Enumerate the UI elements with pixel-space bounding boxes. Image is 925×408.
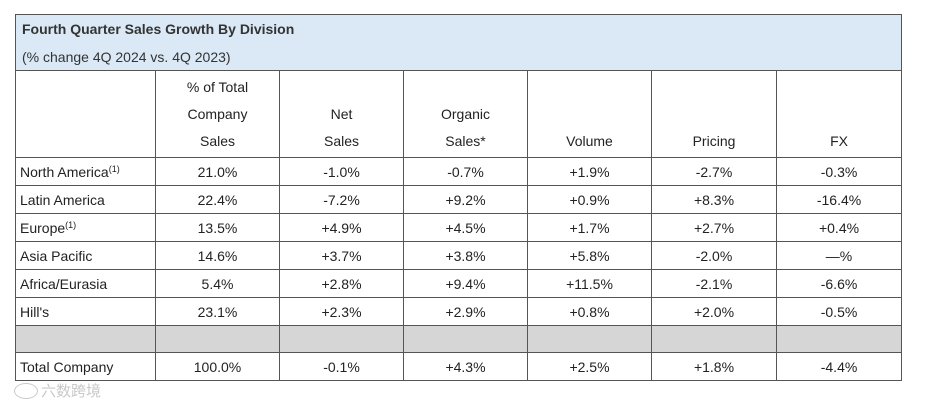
cell-organic-sales: +2.9% — [403, 297, 528, 326]
header-pct-total: % of Total Company Sales — [155, 70, 280, 158]
cell-pricing: -2.1% — [651, 269, 777, 298]
cell-net-sales: +2.8% — [279, 269, 404, 298]
cell-pricing: +8.3% — [651, 185, 777, 214]
watermark-logo-icon — [14, 382, 38, 399]
header-organic-sales: Organic Sales* — [403, 70, 528, 158]
table-row: Africa/Eurasia 5.4% +2.8% +9.4% +11.5% -… — [15, 269, 903, 298]
cell-fx: -6.6% — [775, 269, 903, 298]
table-row: Latin America 22.4% -7.2% +9.2% +0.9% +8… — [15, 185, 903, 214]
sales-growth-table: Fourth Quarter Sales Growth By Division … — [14, 14, 903, 381]
header-fx: FX — [775, 70, 903, 158]
cell-pricing: +2.0% — [651, 297, 777, 326]
row-label: Asia Pacific — [15, 241, 156, 270]
watermark: 六数跨境 — [14, 380, 101, 401]
cell-organic-sales: +4.5% — [403, 213, 528, 242]
cell-organic-sales: +9.4% — [403, 269, 528, 298]
cell-pricing: -2.7% — [651, 157, 777, 186]
header-empty — [15, 70, 156, 158]
cell-volume: +5.8% — [527, 241, 652, 270]
row-label: Africa/Eurasia — [15, 269, 156, 298]
cell-net-sales: +4.9% — [279, 213, 404, 242]
table-row: North America(1) 21.0% -1.0% -0.7% +1.9%… — [15, 157, 903, 186]
cell-organic-sales: +3.8% — [403, 241, 528, 270]
cell-volume: +0.9% — [527, 185, 652, 214]
table-title-cell: Fourth Quarter Sales Growth By Division — [14, 14, 903, 43]
spacer-row — [15, 325, 903, 353]
cell-fx: -16.4% — [775, 185, 903, 214]
table-row: Asia Pacific 14.6% +3.7% +3.8% +5.8% -2.… — [15, 241, 903, 270]
cell-volume: +1.7% — [527, 213, 652, 242]
table-row: Hill's 23.1% +2.3% +2.9% +0.8% +2.0% -0.… — [15, 297, 903, 326]
table-subtitle-cell: (% change 4Q 2024 vs. 4Q 2023) — [14, 43, 903, 71]
cell-pricing: +1.8% — [651, 352, 777, 381]
cell-pct-total: 22.4% — [155, 185, 280, 214]
cell-fx: -0.5% — [775, 297, 903, 326]
row-label: Hill's — [15, 297, 156, 326]
cell-pct-total: 100.0% — [155, 352, 280, 381]
row-label: Latin America — [15, 185, 156, 214]
header-net-sales: Net Sales — [279, 70, 404, 158]
cell-organic-sales: -0.7% — [403, 157, 528, 186]
cell-pricing: +2.7% — [651, 213, 777, 242]
total-label: Total Company — [15, 352, 156, 381]
header-row: % of Total Company Sales Net Sales Organ… — [15, 70, 903, 158]
cell-net-sales: -0.1% — [279, 352, 404, 381]
cell-net-sales: +2.3% — [279, 297, 404, 326]
sales-growth-table-container: Fourth Quarter Sales Growth By Division … — [14, 14, 903, 381]
cell-pct-total: 21.0% — [155, 157, 280, 186]
cell-pct-total: 5.4% — [155, 269, 280, 298]
cell-organic-sales: +4.3% — [403, 352, 528, 381]
cell-fx: —% — [775, 241, 903, 270]
cell-pct-total: 13.5% — [155, 213, 280, 242]
cell-net-sales: +3.7% — [279, 241, 404, 270]
header-volume: Volume — [527, 70, 652, 158]
cell-fx: +0.4% — [775, 213, 903, 242]
cell-organic-sales: +9.2% — [403, 185, 528, 214]
cell-pct-total: 14.6% — [155, 241, 280, 270]
cell-fx: -4.4% — [775, 352, 903, 381]
table-title: Fourth Quarter Sales Growth By Division — [22, 21, 295, 37]
header-pricing: Pricing — [651, 70, 777, 158]
cell-volume: +11.5% — [527, 269, 652, 298]
cell-volume: +1.9% — [527, 157, 652, 186]
table-row: Europe(1) 13.5% +4.9% +4.5% +1.7% +2.7% … — [15, 213, 903, 242]
cell-net-sales: -1.0% — [279, 157, 404, 186]
cell-pricing: -2.0% — [651, 241, 777, 270]
cell-pct-total: 23.1% — [155, 297, 280, 326]
table-subtitle: (% change 4Q 2024 vs. 4Q 2023) — [22, 48, 231, 65]
cell-fx: -0.3% — [775, 157, 903, 186]
cell-net-sales: -7.2% — [279, 185, 404, 214]
row-label: North America(1) — [15, 157, 156, 186]
total-row: Total Company 100.0% -0.1% +4.3% +2.5% +… — [15, 352, 903, 381]
row-label: Europe(1) — [15, 213, 156, 242]
cell-volume: +0.8% — [527, 297, 652, 326]
cell-volume: +2.5% — [527, 352, 652, 381]
watermark-text: 六数跨境 — [41, 382, 102, 400]
